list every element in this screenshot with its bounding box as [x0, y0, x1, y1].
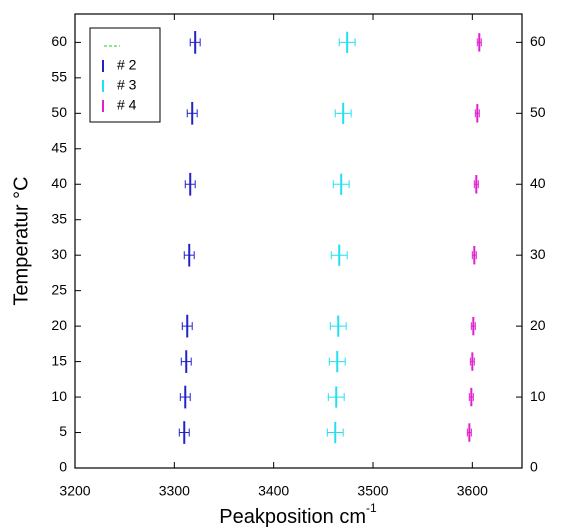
x-axis-title: Peakposition cm-1 [219, 501, 377, 528]
y-tick-label: 25 [51, 281, 67, 297]
y-tick-label: 20 [51, 317, 67, 333]
y-tick-label: 55 [51, 69, 67, 85]
x-tick-label: 3600 [457, 483, 488, 499]
y-tick-label: 30 [51, 246, 67, 262]
y-tick-label: 35 [51, 210, 67, 226]
y2-tick-label: 40 [530, 175, 546, 191]
y-tick-label: 40 [51, 175, 67, 191]
x-tick-label: 3500 [357, 483, 388, 499]
x-tick-label: 3300 [159, 483, 190, 499]
x-axis-title-sup: -1 [366, 501, 377, 515]
y2-tick-label: 0 [530, 459, 538, 475]
y-tick-label: 5 [59, 423, 67, 439]
legend-label: # 2 [117, 57, 137, 73]
y-tick-label: 10 [51, 388, 67, 404]
y-tick-label: 45 [51, 139, 67, 155]
legend-label: # 4 [117, 97, 137, 113]
legend-label: # 3 [117, 77, 137, 93]
y-tick-label: 60 [51, 33, 67, 49]
x-axis-title-text: Peakposition cm [219, 506, 366, 528]
y2-tick-label: 50 [530, 104, 546, 120]
y-tick-label: 15 [51, 352, 67, 368]
y-tick-label: 0 [59, 459, 67, 475]
y2-tick-label: 20 [530, 317, 546, 333]
y2-tick-label: 10 [530, 388, 546, 404]
y-axis-title: Temperatur °C [10, 176, 32, 305]
y2-tick-label: 60 [530, 33, 546, 49]
x-tick-label: 3200 [59, 483, 90, 499]
y-tick-label: 50 [51, 104, 67, 120]
plot-frame [74, 13, 523, 469]
y2-tick-label: 30 [530, 246, 546, 262]
x-tick-label: 3400 [258, 483, 289, 499]
legend-box [89, 27, 161, 123]
